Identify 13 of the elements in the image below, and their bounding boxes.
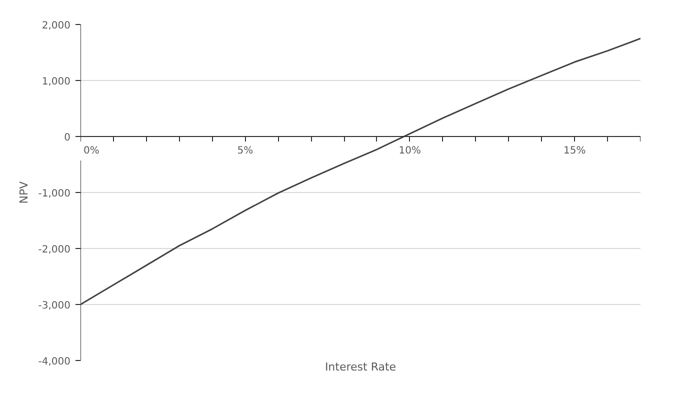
y-axis-title: NPV <box>17 180 30 204</box>
y-tick-label: 1,000 <box>42 76 71 88</box>
y-tick-label: 2,000 <box>42 20 71 32</box>
y-tick-label: -3,000 <box>38 300 71 312</box>
x-tick-label: 15% <box>564 146 586 156</box>
y-tick-label: 0 <box>64 132 71 144</box>
y-tick-label: -2,000 <box>38 244 71 256</box>
y-tick-label: -4,000 <box>38 356 71 368</box>
x-tick-label: 0% <box>84 146 100 156</box>
x-axis-title: Interest Rate <box>324 360 396 374</box>
y-tick-label: -1,000 <box>38 188 71 200</box>
x-tick-label: 5% <box>237 146 254 156</box>
x-tick-label: 10% <box>398 146 422 156</box>
